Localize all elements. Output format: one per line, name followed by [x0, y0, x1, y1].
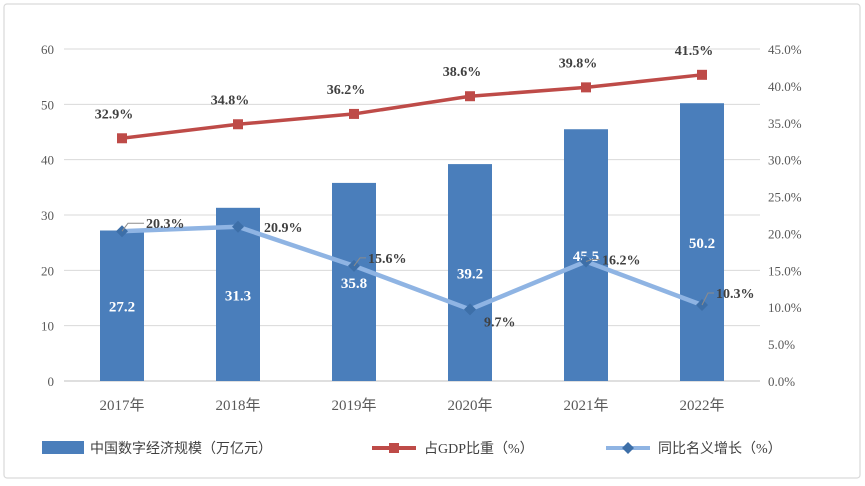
gdp-share-data-label: 34.8%	[211, 93, 250, 108]
bar	[332, 182, 376, 381]
gdp-share-line	[121, 73, 703, 141]
leader-line	[121, 222, 144, 232]
x-tick-label: 2018年	[215, 397, 260, 414]
y-right-tick-label: 20.0%	[768, 226, 802, 241]
growth-data-label: 9.7%	[484, 315, 516, 330]
y-right-tick-label: 45.0%	[768, 42, 802, 57]
y-left-tick-label: 20	[41, 263, 54, 278]
y-right-tick-label: 10.0%	[768, 300, 802, 315]
gdp-share-marker	[117, 133, 127, 144]
growth-line	[121, 224, 703, 312]
y-right-tick-label: 40.0%	[768, 79, 802, 94]
y-right-tick-label: 5.0%	[768, 337, 795, 352]
bar-data-label: 35.8	[341, 276, 367, 292]
legend-marker-diamond	[622, 442, 634, 454]
bar	[564, 129, 608, 381]
gdp-share-data-label: 36.2%	[327, 83, 366, 98]
bar-data-label: 39.2	[457, 267, 483, 283]
gdp-share-data-label: 41.5%	[675, 44, 714, 59]
x-tick-label: 2020年	[447, 397, 492, 414]
y-right-tick-label: 35.0%	[768, 116, 802, 131]
growth-data-label: 20.3%	[146, 217, 185, 232]
y-right-tick-label: 15.0%	[768, 263, 802, 278]
bar	[100, 230, 144, 381]
bar-data-label: 27.2	[109, 300, 135, 316]
y-right-tick-label: 25.0%	[768, 190, 802, 205]
y-left-tick-label: 50	[41, 97, 54, 112]
growth-marker	[232, 220, 244, 233]
y-left-tick-label: 60	[41, 42, 54, 57]
bar-data-label: 50.2	[689, 236, 715, 252]
x-tick-label: 2017年	[99, 397, 144, 414]
gdp-share-data-label: 32.9%	[95, 107, 134, 122]
gdp-share-data-label: 39.8%	[559, 56, 598, 71]
legend-label: 同比名义增长（%）	[658, 441, 782, 457]
x-tick-label: 2021年	[563, 397, 608, 414]
gdp-share-marker	[581, 82, 591, 93]
y-right-tick-label: 0.0%	[768, 374, 795, 389]
bar	[680, 103, 724, 381]
bar-data-label: 31.3	[225, 288, 251, 304]
legend-marker-square	[389, 443, 399, 453]
y-left-tick-label: 0	[48, 374, 55, 389]
leader-line	[353, 257, 366, 267]
growth-data-label: 20.9%	[264, 221, 303, 236]
growth-data-label: 15.6%	[368, 252, 407, 267]
x-tick-label: 2022年	[679, 397, 724, 414]
bar	[216, 207, 260, 381]
gdp-share-data-label: 38.6%	[443, 65, 482, 80]
y-right-tick-label: 30.0%	[768, 153, 802, 168]
y-left-tick-label: 30	[41, 208, 54, 223]
leader-line	[701, 292, 714, 306]
bar	[448, 164, 492, 381]
y-left-tick-label: 40	[41, 153, 54, 168]
y-left-tick-label: 10	[41, 319, 54, 334]
legend-label: 占GDP比重（%）	[424, 441, 534, 457]
legend-label: 中国数字经济规模（万亿元）	[90, 441, 272, 457]
growth-data-label: 16.2%	[602, 253, 641, 268]
legend-swatch-bar	[42, 441, 84, 454]
gdp-share-marker	[233, 119, 243, 130]
leader-line	[585, 258, 600, 262]
x-tick-label: 2019年	[331, 397, 376, 414]
gdp-share-marker	[697, 69, 707, 80]
gdp-share-marker	[349, 108, 359, 119]
growth-marker	[464, 303, 476, 316]
gdp-share-marker	[465, 91, 475, 102]
growth-data-label: 10.3%	[716, 287, 755, 302]
